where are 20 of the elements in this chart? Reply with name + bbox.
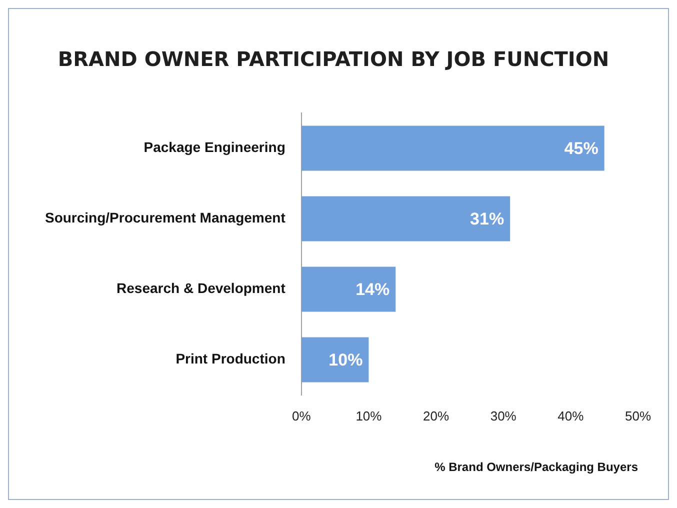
data-label: 14% xyxy=(356,280,390,299)
y-tick-label: Research & Development xyxy=(116,280,286,296)
x-tick-label: 0% xyxy=(292,408,312,424)
x-tick-label: 20% xyxy=(423,408,450,424)
y-tick-label: Print Production xyxy=(176,350,286,367)
data-label: 45% xyxy=(564,138,598,158)
x-tick-label: 10% xyxy=(356,408,382,424)
data-label: 31% xyxy=(470,209,504,228)
bar xyxy=(301,337,369,382)
bar xyxy=(301,126,604,171)
bar xyxy=(301,266,396,312)
y-tick-label: Package Engineering xyxy=(144,139,286,156)
x-axis-title: % Brand Owners/Packaging Buyers xyxy=(434,460,638,474)
x-tick-label: 40% xyxy=(558,408,584,424)
data-label: 10% xyxy=(328,350,363,370)
bar xyxy=(301,196,510,242)
x-tick-label: 50% xyxy=(624,408,652,424)
chart-title: BRAND OWNER PARTICIPATION BY JOB FUNCTION xyxy=(58,47,610,72)
y-tick-label: Sourcing/Procurement Management xyxy=(44,210,286,226)
x-tick-label: 30% xyxy=(490,408,517,424)
